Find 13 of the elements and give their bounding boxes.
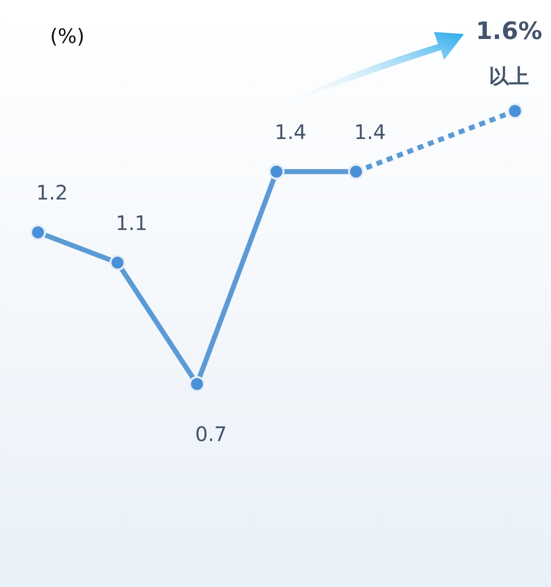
point [30, 224, 46, 240]
y-axis-title: (%) [50, 24, 85, 48]
data-label: 1.2 [36, 180, 68, 205]
data-label: 1.4 [274, 120, 306, 144]
data-label: 0.7 [195, 422, 227, 446]
data-label: 1.4 [354, 120, 386, 144]
point [189, 376, 205, 392]
text: 以上 [489, 64, 529, 88]
data-label: 1.1 [116, 210, 148, 235]
point [268, 164, 284, 180]
point [507, 103, 523, 119]
data-label: 1.6% [476, 17, 542, 45]
point [110, 254, 126, 271]
